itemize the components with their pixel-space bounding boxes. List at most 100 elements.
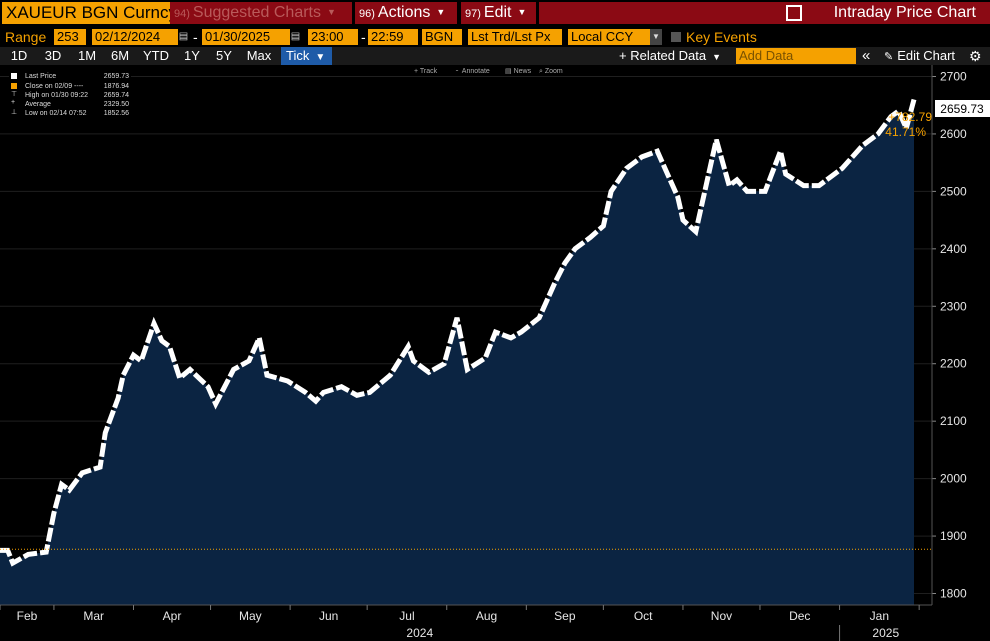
chevron-down-icon: ▼	[712, 52, 722, 62]
price-line	[0, 98, 917, 567]
legend-item[interactable]: ⊥ Low on 02/14 07:52 1852.56	[9, 109, 131, 118]
last-price-tag: 2659.73 +782.79 41.71%	[885, 100, 990, 139]
zoom-label: Zoom	[544, 68, 563, 75]
y-tick-label: 2600	[940, 127, 967, 141]
chevron-down-icon: ▼	[315, 52, 326, 63]
frequency-dropdown[interactable]: Tick ▼	[281, 47, 332, 65]
price-chart[interactable]: 1800 1900 2000 2100 2200 2300 2400 2500 2600 2700…	[0, 65, 990, 641]
range-max-button[interactable]: Max	[246, 48, 272, 63]
edit-number: 97)	[465, 8, 481, 20]
range-bar: 1D 3D 1M 6M YTD 1Y 5Y Max Tick ▼ + Relate…	[0, 47, 990, 65]
legend-label: Average	[25, 101, 51, 108]
y-tick-label: 2100	[940, 414, 967, 428]
x-month-label: Dec	[789, 609, 810, 623]
change-percent: 41.71%	[885, 125, 926, 139]
legend-value: 1876.94	[103, 83, 129, 90]
legend-label: Last Price	[25, 73, 57, 80]
annotate-label: Annotate	[461, 68, 490, 75]
range-3d-button[interactable]: 3D	[44, 48, 62, 63]
actions-button[interactable]: 96) Actions ▼	[355, 2, 457, 24]
legend-label: Close on 02/09 ----	[25, 83, 84, 90]
suggested-charts-number: 94)	[174, 8, 190, 20]
end-time-field[interactable]: 22:59	[368, 29, 418, 45]
actions-label: Actions	[377, 4, 431, 21]
legend-label: High on 01/30 09:22	[25, 92, 89, 99]
range-label: Range	[5, 29, 47, 45]
ticker-field[interactable]: XAUEUR BGN Curncy	[2, 2, 181, 24]
range-1y-button[interactable]: 1Y	[184, 48, 200, 63]
price-type-field[interactable]: Lst Trd/Lst Px	[468, 29, 562, 45]
top-toolbar: XAUEUR BGN Curncy 94) Suggested Charts ▼ 9…	[0, 0, 990, 26]
x-month-label: Jan	[870, 609, 889, 623]
currency-field[interactable]: Local CCY	[568, 29, 650, 45]
legend-value: 2659.74	[103, 92, 129, 99]
calendar-icon[interactable]: ▤	[290, 31, 301, 42]
edit-chart-label: Edit Chart	[897, 48, 956, 63]
annotate-tool[interactable]: ╴ Annotate	[456, 67, 490, 77]
track-label: Track	[419, 68, 438, 75]
page-title: Intraday Price Chart	[833, 4, 976, 21]
key-events-checkbox[interactable]	[671, 32, 681, 42]
end-date-field[interactable]: 01/30/2025	[202, 29, 290, 45]
range-6m-button[interactable]: 6M	[110, 48, 130, 63]
related-data-label: + Related Data	[619, 48, 707, 63]
range-field[interactable]: 253	[54, 29, 86, 45]
start-time-field[interactable]: 23:00	[308, 29, 358, 45]
x-axis: Feb Mar Apr May Jun Jul Aug Sep Oct Nov Dec Jan 2024…	[0, 604, 932, 641]
track-tool[interactable]: + Track	[414, 67, 437, 77]
x-month-label: Jun	[319, 609, 338, 623]
y-tick-label: 2300	[940, 299, 967, 313]
date-separator: -	[193, 29, 198, 45]
gear-icon[interactable]: ⚙	[969, 48, 982, 64]
y-tick-label: 2000	[940, 472, 967, 486]
legend-value: 1852.56	[103, 110, 129, 117]
frequency-label: Tick	[286, 48, 310, 63]
add-data-field[interactable]: Add Data	[736, 48, 856, 64]
suggested-charts-label: Suggested Charts	[192, 4, 321, 21]
range-1d-button[interactable]: 1D	[10, 48, 28, 63]
news-tool[interactable]: ▤ News	[505, 67, 531, 77]
edit-button[interactable]: 97) Edit ▼	[461, 2, 536, 24]
chevron-down-icon: ▼	[436, 7, 446, 17]
legend-item[interactable]: ⊤ High on 01/30 09:22 2659.74	[9, 91, 131, 100]
related-data-button[interactable]: + Related Data ▼	[619, 47, 721, 65]
x-month-label: May	[239, 609, 262, 623]
x-month-label: Apr	[163, 609, 182, 623]
x-month-label: Jul	[399, 609, 414, 623]
legend-item[interactable]: Last Price 2659.73	[9, 72, 131, 81]
high-marker-icon: ⊤	[11, 91, 18, 98]
news-label: News	[513, 68, 532, 75]
suggested-charts-button[interactable]: 94) Suggested Charts ▼	[170, 2, 352, 24]
zoom-tool[interactable]: ⌕ Zoom	[539, 67, 563, 77]
y-tick-label: 1800	[940, 587, 967, 601]
calendar-icon[interactable]: ▤	[178, 31, 189, 42]
y-tick-label: 1900	[940, 529, 967, 543]
legend-value: 2329.50	[103, 101, 129, 108]
y-tick-label: 2200	[940, 357, 967, 371]
chevron-down-icon: ▼	[517, 7, 527, 17]
x-month-label: Feb	[17, 609, 38, 623]
legend-item[interactable]: Close on 02/09 ---- 1876.94	[9, 82, 131, 91]
range-5y-button[interactable]: 5Y	[216, 48, 232, 63]
x-month-label: Nov	[711, 609, 732, 623]
chevron-down-icon[interactable]: ▼	[650, 29, 662, 45]
chevron-down-icon: ▼	[326, 7, 336, 17]
y-tick-label: 2700	[940, 69, 967, 83]
x-month-label: Oct	[634, 609, 653, 623]
edit-label: Edit	[483, 4, 512, 21]
start-date-field[interactable]: 02/12/2024	[92, 29, 178, 45]
legend-item[interactable]: + Average 2329.50	[9, 99, 131, 109]
edit-chart-button[interactable]: ✎ Edit Chart	[884, 47, 955, 65]
price-area-fill	[0, 99, 914, 605]
source-field[interactable]: BGN	[422, 29, 462, 45]
range-ytd-button[interactable]: YTD	[143, 48, 169, 63]
x-month-label: Mar	[83, 609, 104, 623]
time-separator: -	[361, 29, 366, 45]
popout-icon[interactable]	[786, 5, 802, 21]
range-1m-button[interactable]: 1M	[77, 48, 97, 63]
x-year-label: 2025	[872, 626, 899, 640]
x-year-label: 2024	[406, 626, 433, 640]
collapse-left-icon[interactable]: «	[862, 47, 871, 64]
y-tick-label: 2400	[940, 242, 967, 256]
key-events-label: Key Events	[686, 29, 757, 45]
